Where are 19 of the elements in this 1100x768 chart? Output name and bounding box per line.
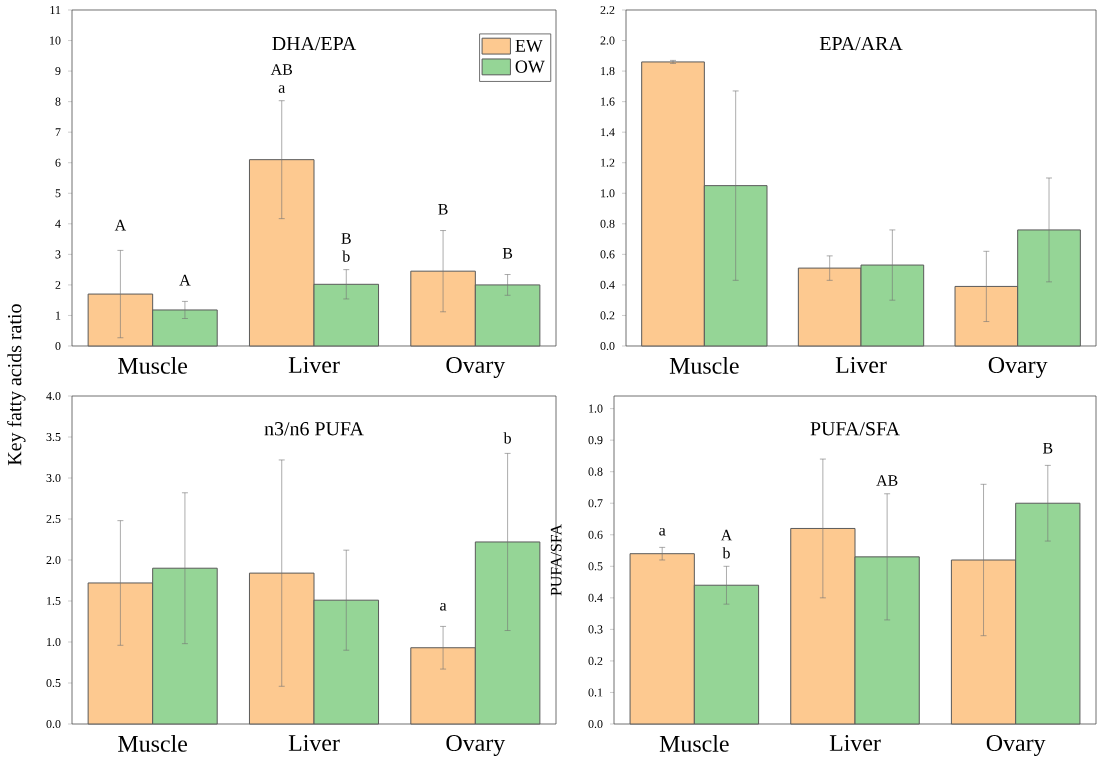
- x-tick-label: Muscle: [118, 357, 188, 374]
- x-tick-label: Muscle: [669, 357, 739, 374]
- x-tick-label: Liver: [288, 735, 340, 752]
- text: PUFA/SFA: [810, 422, 900, 436]
- text: n3/n6 PUFA: [264, 422, 364, 436]
- x-tick-label: Ovary: [986, 735, 1046, 757]
- x-tick-label: Muscle: [118, 735, 188, 752]
- text: EPA/ARA: [819, 36, 903, 51]
- text: DHA/EPA: [272, 36, 357, 51]
- x-tick-label: Liver: [835, 357, 887, 374]
- x-tick-label: Ovary: [988, 357, 1048, 379]
- x-tick-label: Liver: [829, 735, 881, 752]
- x-tick-label: Ovary: [446, 357, 506, 379]
- x-tick-label: Ovary: [446, 735, 506, 757]
- legend-label: OW: [515, 60, 545, 73]
- legend-label: EW: [515, 39, 543, 52]
- x-tick-label: Muscle: [659, 735, 729, 752]
- x-tick-label: Liver: [288, 357, 340, 374]
- y-axis-title: Key fatty acids ratio: [7, 304, 26, 466]
